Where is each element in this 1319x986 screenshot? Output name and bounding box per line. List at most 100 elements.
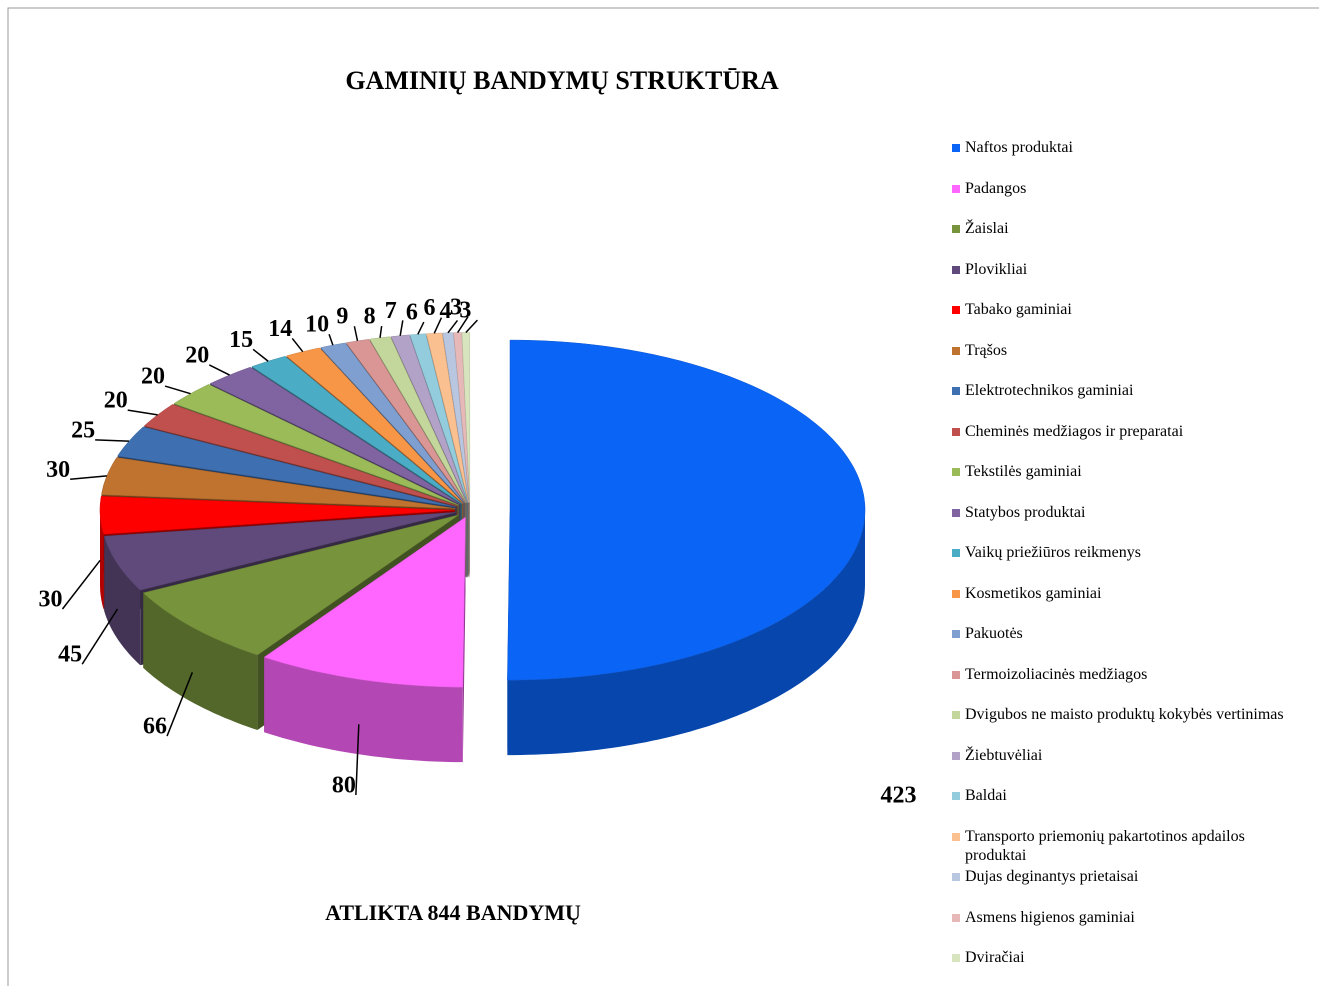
value-label: 20 xyxy=(185,342,209,368)
legend-swatch xyxy=(952,265,960,274)
legend: Naftos produktai Padangos Žaislai Ploviklia… xyxy=(952,138,1302,986)
legend-item: Dviračiai xyxy=(952,948,1302,986)
legend-label: Termoizoliacinės medžiagos xyxy=(965,665,1148,683)
slice xyxy=(390,334,468,503)
slice-side xyxy=(143,592,258,730)
legend-label: Tabako gaminiai xyxy=(965,301,1072,318)
legend-swatch xyxy=(952,832,960,841)
legend-label: Trąšos xyxy=(965,341,1008,359)
leader-line xyxy=(433,317,443,334)
legend-item: Trąšos xyxy=(952,341,1302,382)
value-label: 20 xyxy=(141,364,165,390)
legend-swatch xyxy=(952,711,960,719)
value-label: 30 xyxy=(38,586,62,612)
legend-label: Žiebtuvėliai xyxy=(965,746,1043,764)
value-label: 20 xyxy=(104,388,128,414)
value-label: 6 xyxy=(406,300,418,326)
legend-swatch xyxy=(952,468,960,476)
chart-title: GAMINIŲ BANDYMŲ STRUKTŪRA xyxy=(345,66,779,95)
slice xyxy=(142,514,459,656)
legend-swatch xyxy=(952,387,960,395)
legend-label: Kosmetikos gaminiai xyxy=(965,584,1102,602)
legend-swatch xyxy=(952,508,960,517)
value-label: 7 xyxy=(385,298,397,324)
slice xyxy=(209,366,461,505)
legend-label: Elektrotechnikos gaminiai xyxy=(965,382,1134,399)
legend-label: Dvigubos ne maisto produktų kokybės vert… xyxy=(965,706,1284,723)
value-label: 423 xyxy=(880,783,916,809)
legend-item: Elektrotechnikos gaminiai xyxy=(952,381,1302,422)
leader-line xyxy=(417,321,425,335)
leader-line xyxy=(465,319,478,334)
legend-swatch xyxy=(952,670,960,679)
leader-line xyxy=(166,672,194,737)
leader-line xyxy=(95,439,129,442)
legend-label: Naftos produktai xyxy=(965,139,1073,156)
legend-swatch xyxy=(952,346,960,355)
leader-line xyxy=(399,320,404,336)
annotation: ATLIKTA 844 BANDYMŲ xyxy=(325,900,581,925)
slice-side xyxy=(264,657,463,763)
legend-swatch xyxy=(952,184,960,193)
legend-item: Kosmetikos gaminiai xyxy=(952,584,1302,625)
leader-line xyxy=(61,559,101,610)
legend-item: Padangos xyxy=(952,179,1302,220)
value-label: 3 xyxy=(459,298,471,324)
leader-line xyxy=(164,385,191,395)
legend-item: Cheminės medžiagos ir preparatai xyxy=(952,422,1302,463)
value-label: 9 xyxy=(336,304,348,330)
legend-item: Žiebtuvėliai xyxy=(952,746,1302,787)
slice-side xyxy=(100,510,104,610)
slice xyxy=(453,332,470,503)
value-label: 10 xyxy=(305,312,329,338)
legend-swatch xyxy=(952,751,960,760)
slice xyxy=(426,332,469,503)
legend-item: Naftos produktai xyxy=(952,138,1302,179)
leader-line xyxy=(379,325,383,338)
legend-label: Baldai xyxy=(965,787,1007,804)
leader-line xyxy=(81,608,119,665)
slice xyxy=(117,426,457,508)
legend-item: Asmens higienos gaminiai xyxy=(952,908,1302,949)
leader-line xyxy=(208,364,230,376)
slice xyxy=(285,347,464,504)
legend-item: Tekstilės gaminiai xyxy=(952,462,1302,503)
value-label: 4 xyxy=(439,298,451,324)
value-label: 66 xyxy=(143,714,167,740)
slice xyxy=(263,516,466,688)
legend-swatch xyxy=(952,792,960,800)
leader-line xyxy=(328,333,334,346)
slice-side xyxy=(104,536,141,666)
legend-label: Tekstilės gaminiai xyxy=(965,463,1082,480)
legend-item: Žaislai xyxy=(952,219,1302,260)
legend-label: Žaislai xyxy=(965,220,1009,237)
leader-line xyxy=(127,409,158,416)
leader-line xyxy=(447,319,459,334)
value-label: 80 xyxy=(332,772,356,798)
legend-label: Plovikliai xyxy=(965,260,1028,278)
value-label: 25 xyxy=(71,417,95,443)
legend-swatch xyxy=(952,873,960,881)
legend-item: Dujas deginantys prietaisai xyxy=(952,867,1302,908)
legend-item: Vaikų priežiūros reikmenys xyxy=(952,543,1302,584)
legend-swatch xyxy=(952,427,960,436)
legend-label: Dviračiai xyxy=(965,949,1025,966)
value-label: 14 xyxy=(268,316,292,342)
value-label: 3 xyxy=(450,294,462,320)
slice xyxy=(99,496,456,535)
legend-label: Padangos xyxy=(965,179,1027,197)
leader-line xyxy=(355,724,360,796)
leader-line xyxy=(456,316,469,334)
legend-label: Statybos produktai xyxy=(965,503,1086,521)
legend-item: Dvigubos ne maisto produktų kokybės vert… xyxy=(952,705,1302,746)
legend-label: Transporto priemonių pakartotinos apdail… xyxy=(965,827,1245,864)
legend-item: Statybos produktai xyxy=(952,503,1302,544)
legend-swatch xyxy=(952,225,960,233)
slice xyxy=(103,512,456,591)
legend-item: Transporto priemonių pakartotinos apdail… xyxy=(952,827,1302,868)
legend-swatch xyxy=(952,144,960,152)
legend-item: Baldai xyxy=(952,786,1302,827)
